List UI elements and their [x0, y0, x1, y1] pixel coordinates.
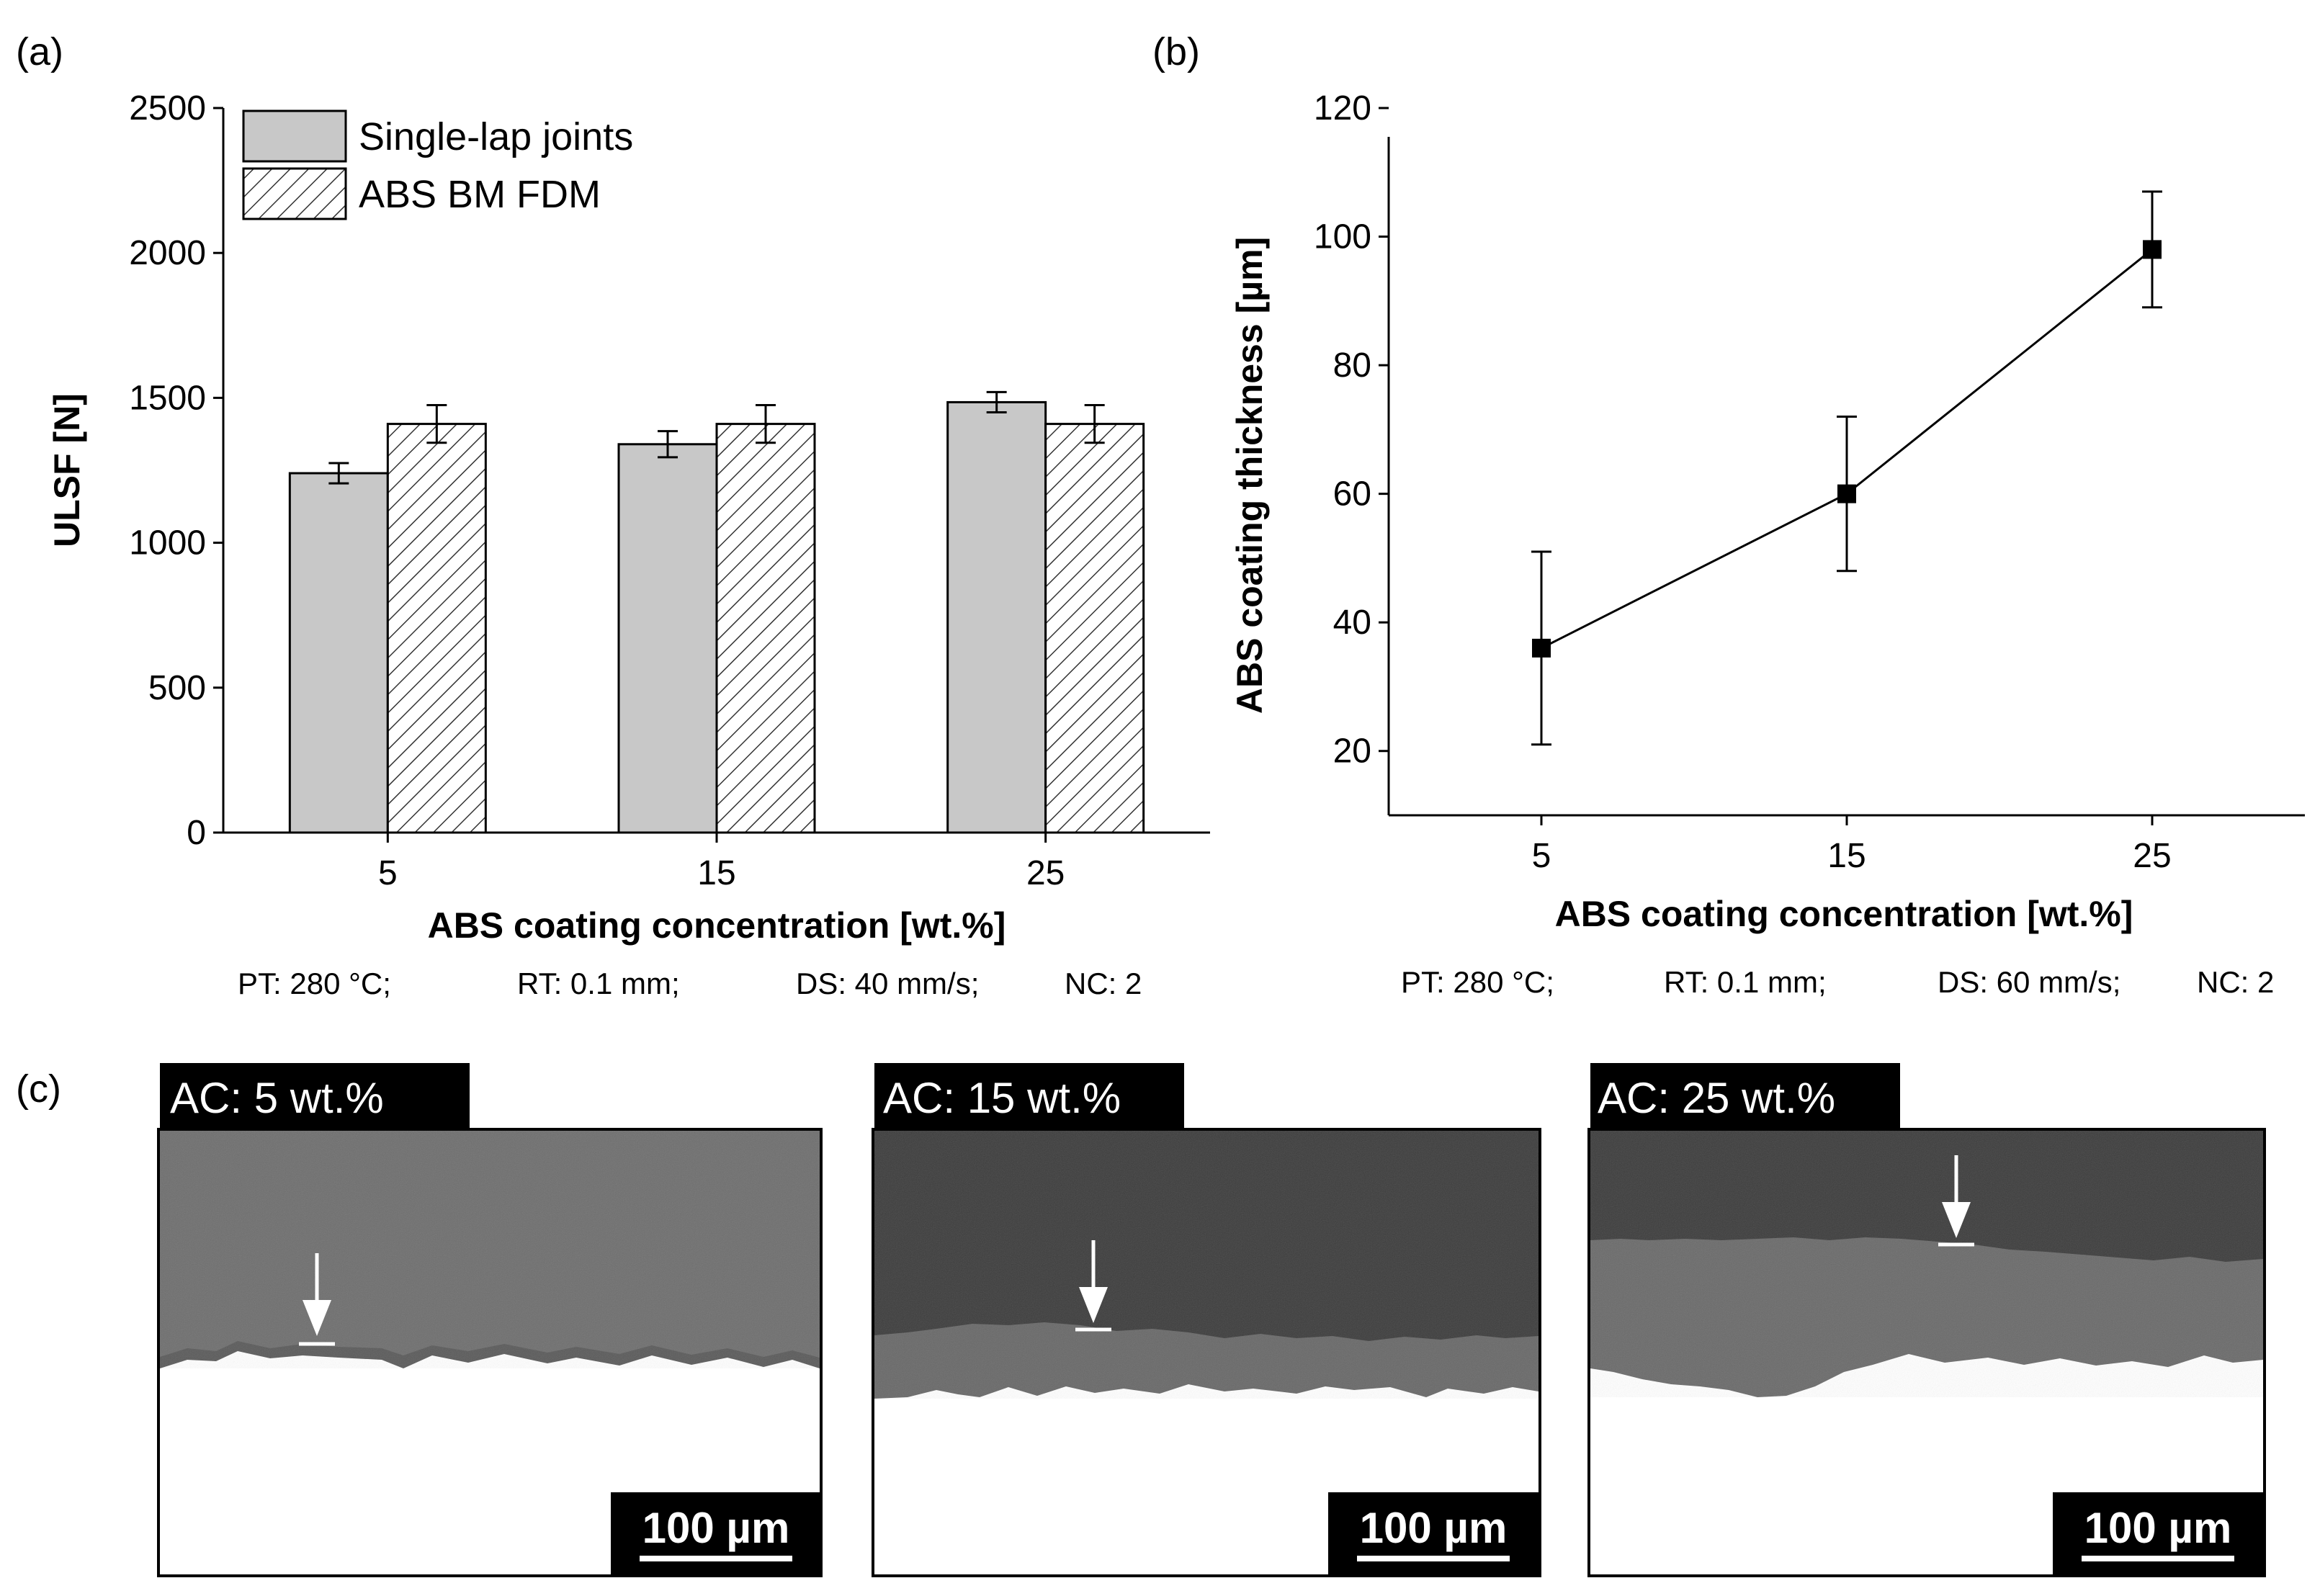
- micrograph-3: AC: 25 wt.% 100 µm: [1587, 1063, 2266, 1577]
- chart-b-ytick-label: 120: [1314, 89, 1371, 127]
- chart-b-series: [1531, 190, 2162, 746]
- chart-a-cond-ds: DS: 40 mm/s;: [796, 967, 979, 1000]
- legend-label-abs-bm: ABS BM FDM: [359, 173, 601, 216]
- chart-b: 20 40 60 80 100 120 5 15 25 ABS coating thickne…: [1230, 89, 2305, 999]
- chart-a-xlabel: ABS coating concentration [wt.%]: [428, 905, 1006, 946]
- legend-label-single-lap: Single-lap joints: [359, 115, 633, 158]
- chart-a-yticks: 0 500 1000 1500 2000 2500: [129, 89, 223, 852]
- chart-a-bar: [1044, 423, 1145, 834]
- micrograph-1: AC: 5 wt.% 100 µm: [157, 1063, 823, 1577]
- micrograph-1-label: AC: 5 wt.%: [170, 1074, 384, 1122]
- chart-b-ytick-label: 20: [1333, 732, 1371, 771]
- chart-a-bar: [617, 443, 718, 834]
- micrograph-2-label: AC: 15 wt.%: [883, 1074, 1121, 1122]
- chart-a-bar: [386, 423, 487, 834]
- chart-b-ylabel: ABS coating thickness [µm]: [1230, 237, 1270, 714]
- chart-b-point: [1837, 484, 1856, 503]
- chart-b-ytick-label: 60: [1333, 475, 1371, 514]
- panel-label-c: (c): [16, 1067, 61, 1111]
- chart-a: 0 500 1000 1500 2000 2500 5 15 25 ULSF [N] ABS …: [47, 89, 1210, 1000]
- chart-b-cond-ds: DS: 60 mm/s;: [1938, 965, 2120, 999]
- panel-label-a: (a): [16, 30, 63, 73]
- chart-a-bar: [715, 423, 816, 834]
- chart-a-ytick-label: 500: [148, 669, 206, 707]
- chart-a-xtick-label: 25: [1026, 854, 1065, 892]
- chart-a-xtick-label: 15: [697, 854, 735, 892]
- chart-a-ylabel: ULSF [N]: [47, 393, 87, 547]
- chart-b-yticks: 20 40 60 80 100 120: [1314, 89, 1389, 771]
- micrograph-2-texture: [874, 1131, 1539, 1399]
- chart-a-cond-pt: PT: 280 °C;: [238, 967, 391, 1000]
- chart-a-ytick-label: 0: [187, 814, 206, 852]
- chart-b-cond-rt: RT: 0.1 mm;: [1664, 965, 1827, 999]
- chart-a-cond-rt: RT: 0.1 mm;: [517, 967, 680, 1000]
- chart-b-ytick-label: 100: [1314, 218, 1371, 256]
- chart-a-bar: [288, 472, 389, 834]
- chart-a-ytick-label: 1500: [129, 379, 206, 417]
- micrograph-3-scale-box: [2053, 1492, 2263, 1576]
- chart-b-ytick-label: 40: [1333, 604, 1371, 642]
- micrograph-3-label-box: [1590, 1063, 1900, 1131]
- chart-a-ytick-label: 2500: [129, 89, 206, 127]
- chart-b-xticks: 5 15 25: [1532, 815, 2172, 875]
- panel-label-b: (b): [1152, 30, 1200, 73]
- chart-b-cond-nc: NC: 2: [2197, 965, 2274, 999]
- chart-b-xtick-label: 25: [2133, 837, 2171, 875]
- legend-swatch-single-lap: [242, 109, 347, 163]
- chart-b-xtick-label: 15: [1827, 837, 1866, 875]
- chart-a-xtick-label: 5: [378, 854, 398, 892]
- chart-b-ytick-label: 80: [1333, 346, 1371, 385]
- micrograph-2-arrow: [1075, 1240, 1111, 1332]
- micrograph-3-scale-bar: [2082, 1556, 2234, 1561]
- micrograph-1-scale-text: 100 µm: [642, 1504, 790, 1552]
- micrograph-1-scale-bar: [640, 1556, 792, 1561]
- legend-swatch-abs-bm: [242, 167, 347, 220]
- chart-a-ytick-label: 1000: [129, 524, 206, 562]
- chart-b-point: [2143, 240, 2162, 259]
- micrograph-1-arrow: [299, 1253, 335, 1346]
- micrograph-1-label-box: [160, 1063, 470, 1131]
- chart-a-bar: [946, 400, 1047, 834]
- micrograph-1-texture: [160, 1131, 820, 1368]
- chart-a-cond-nc: NC: 2: [1065, 967, 1142, 1000]
- chart-a-xticks: 5 15 25: [378, 833, 1065, 892]
- micrograph-1-scale-box: [611, 1492, 821, 1576]
- micrograph-3-label: AC: 25 wt.%: [1598, 1074, 1835, 1122]
- chart-b-point: [1532, 638, 1551, 658]
- micrograph-2-scale-bar: [1357, 1556, 1510, 1561]
- micrograph-2-label-box: [874, 1063, 1184, 1131]
- chart-b-xlabel: ABS coating concentration [wt.%]: [1555, 894, 2133, 934]
- micrograph-2-scale-text: 100 µm: [1360, 1504, 1508, 1552]
- chart-b-cond-pt: PT: 280 °C;: [1401, 965, 1554, 999]
- micrograph-2-scale-box: [1328, 1492, 1539, 1576]
- chart-b-xtick-label: 5: [1532, 837, 1551, 875]
- micrograph-3-scale-text: 100 µm: [2084, 1504, 2232, 1552]
- micrograph-3-texture: [1590, 1131, 2263, 1397]
- chart-a-ytick-label: 2000: [129, 234, 206, 272]
- chart-a-bars: [288, 390, 1145, 834]
- micrograph-2: AC: 15 wt.% 100 µm: [872, 1063, 1541, 1577]
- micrograph-3-arrow: [1938, 1155, 1974, 1247]
